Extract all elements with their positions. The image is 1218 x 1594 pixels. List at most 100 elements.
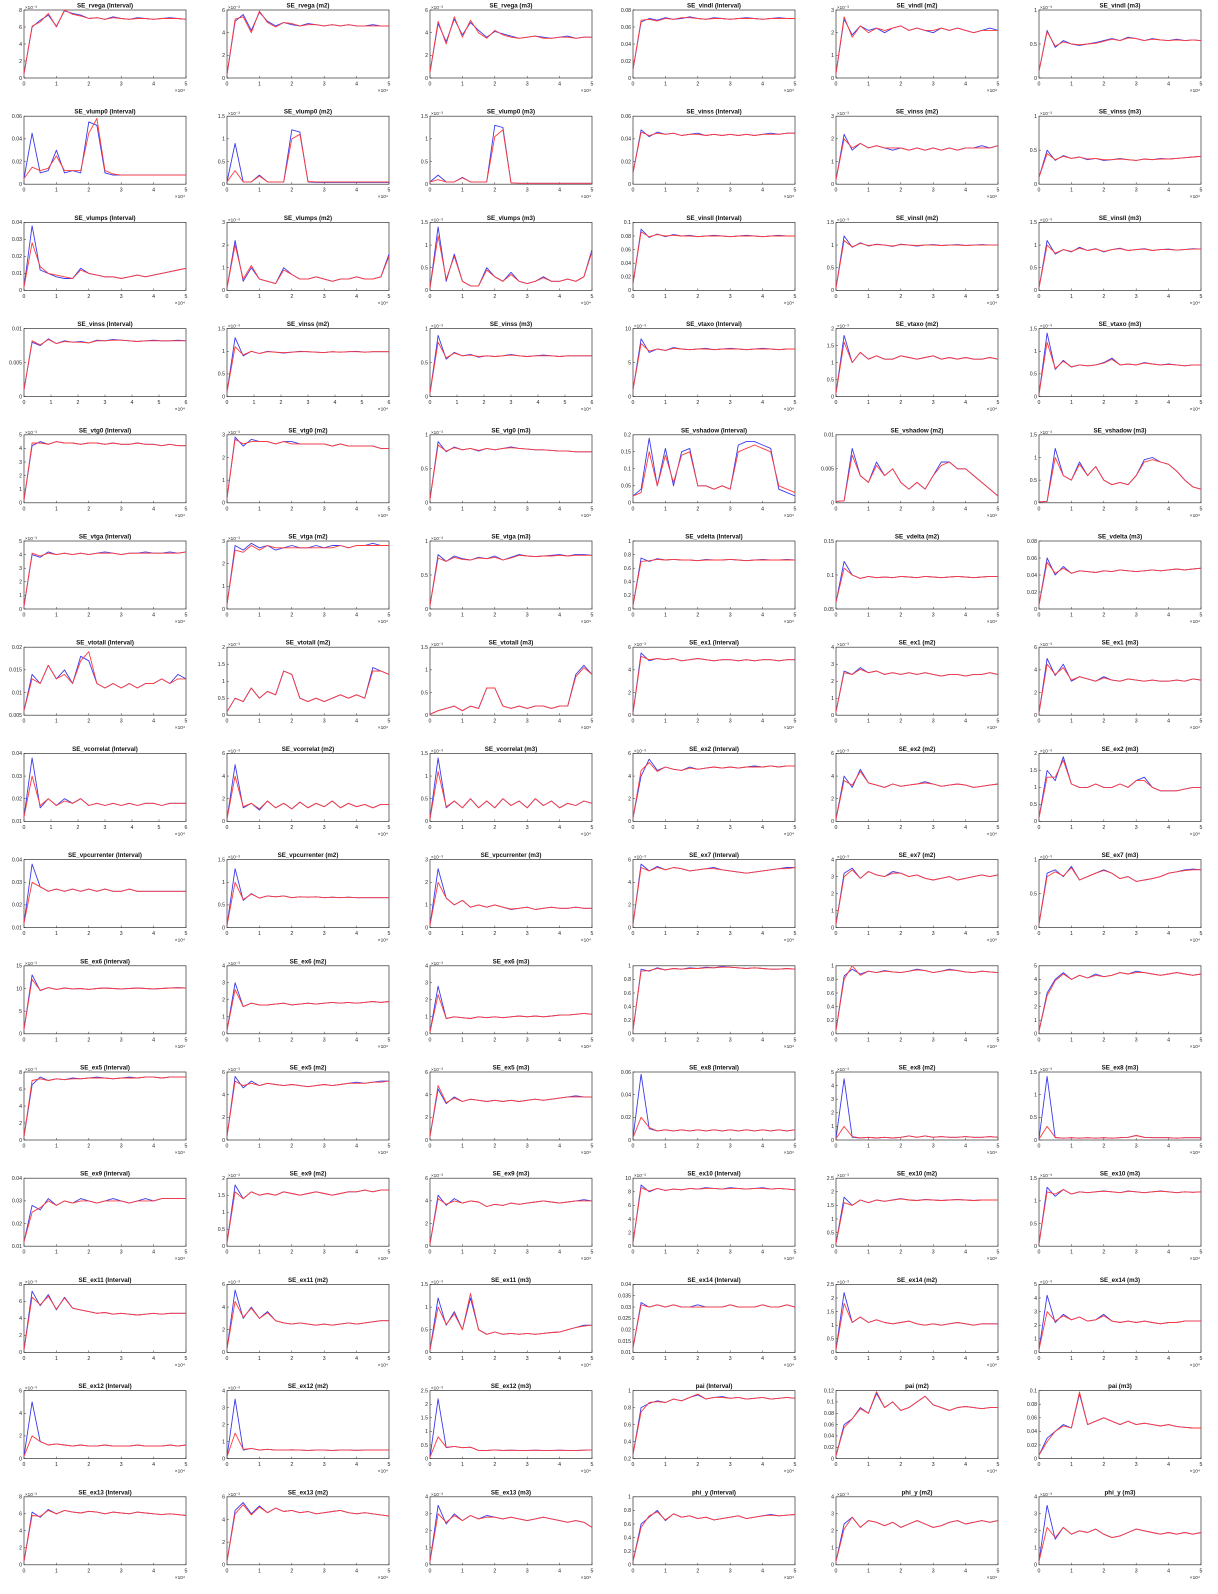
subplot: SE_vshadow (m3) 0 1 2 3 4 5×10⁴ 0 0.5 1 1.5×10⁻³ bbox=[1030, 427, 1203, 519]
y-tick-label: 1.5 bbox=[421, 1282, 428, 1288]
series-line-red bbox=[23, 9, 187, 74]
y-tick-label: 3 bbox=[831, 1512, 834, 1518]
axes-frame bbox=[23, 9, 187, 79]
y-tick-label: 0 bbox=[425, 607, 428, 613]
y-tick-label: 0.02 bbox=[1027, 1443, 1037, 1449]
y-exponent-label: ×10⁻³ bbox=[228, 536, 240, 541]
y-tick-label: 1 bbox=[1034, 1092, 1037, 1098]
axes-frame bbox=[429, 1177, 593, 1247]
x-tick-label: 2 bbox=[696, 294, 699, 300]
x-exponent-label: ×10⁴ bbox=[378, 831, 388, 837]
series-line-red bbox=[1038, 1125, 1201, 1140]
x-exponent-label: ×10⁴ bbox=[1190, 1044, 1200, 1050]
y-tick-label: 10 bbox=[16, 986, 22, 992]
subplot: SE_vpcurrenter (Interval) 0 1 2 3 4 5×10⁴ 0.01 0… bbox=[12, 852, 188, 944]
axes-frame bbox=[23, 434, 187, 504]
x-tick-label: 1 bbox=[867, 825, 870, 831]
x-tick-label: 0 bbox=[835, 188, 838, 194]
chart-title: SE_vinsll (m3) bbox=[1099, 215, 1141, 222]
y-exponent-label: ×10⁻³ bbox=[1040, 748, 1052, 753]
subplot: SE_ex9 (Interval) 0 1 2 3 4 5×10⁴ 0.01 0.02 0.03 0… bbox=[12, 1171, 188, 1263]
x-exponent-label: ×10⁴ bbox=[175, 1469, 185, 1475]
x-tick-label: 4 bbox=[761, 506, 764, 512]
x-tick-label: 1 bbox=[664, 931, 667, 937]
x-tick-label: 5 bbox=[1200, 1144, 1203, 1150]
y-tick-label: 2.5 bbox=[827, 1176, 834, 1182]
x-tick-label: 1 bbox=[258, 1037, 261, 1043]
series-line-red bbox=[1038, 1391, 1201, 1456]
x-tick-label: 5 bbox=[388, 82, 391, 88]
x-tick-label: 1 bbox=[867, 188, 870, 194]
axes-frame bbox=[226, 434, 390, 504]
x-tick-label: 4 bbox=[152, 506, 155, 512]
y-exponent-label: ×10⁻³ bbox=[837, 748, 849, 753]
y-tick-label: 0 bbox=[425, 713, 428, 719]
axes-frame bbox=[429, 1284, 593, 1353]
y-tick-label: 4 bbox=[19, 1104, 22, 1110]
x-tick-label: 5 bbox=[1200, 400, 1203, 406]
y-tick-label: 1.5 bbox=[421, 645, 428, 651]
series-line-red bbox=[23, 775, 186, 817]
y-tick-label: 0.03 bbox=[12, 1199, 22, 1205]
x-tick-label: 1 bbox=[664, 506, 667, 512]
y-tick-label: 1 bbox=[831, 1124, 834, 1130]
y-exponent-label: ×10⁻³ bbox=[431, 642, 443, 647]
x-tick-label: 2 bbox=[290, 1144, 293, 1150]
x-tick-label: 0 bbox=[23, 1144, 26, 1150]
x-tick-label: 1 bbox=[55, 1568, 58, 1574]
x-tick-label: 1 bbox=[55, 719, 58, 725]
y-tick-label: 5 bbox=[19, 1009, 22, 1015]
x-exponent-label: ×10⁴ bbox=[581, 619, 591, 625]
series-line-red bbox=[226, 438, 389, 499]
y-tick-label: 1 bbox=[831, 1217, 834, 1223]
y-tick-label: 2 bbox=[1034, 1529, 1037, 1535]
y-tick-label: 1 bbox=[222, 584, 225, 590]
y-tick-label: 0 bbox=[19, 1138, 22, 1144]
axes-frame bbox=[632, 1284, 796, 1353]
x-tick-label: 1 bbox=[867, 1037, 870, 1043]
axes-frame bbox=[226, 115, 390, 185]
x-tick-label: 2 bbox=[899, 1462, 902, 1468]
chart-title: SE_ex14 (m2) bbox=[897, 1277, 937, 1284]
y-tick-label: 2 bbox=[19, 1546, 22, 1552]
x-tick-label: 5 bbox=[388, 1250, 391, 1256]
y-tick-label: 4 bbox=[1034, 1495, 1037, 1501]
y-tick-label: 0.12 bbox=[824, 1388, 834, 1394]
y-tick-label: 0 bbox=[19, 1456, 22, 1462]
y-tick-label: 4 bbox=[222, 1092, 225, 1098]
subplot: SE_vtaxo (m3) 0 1 2 3 4 5×10⁴ 0 0.5 1 1.5×10⁻³ bbox=[1030, 321, 1203, 413]
axes-frame bbox=[1038, 753, 1202, 822]
x-tick-label: 2 bbox=[696, 188, 699, 194]
y-tick-label: 1 bbox=[831, 159, 834, 165]
x-exponent-label: ×10⁴ bbox=[784, 88, 794, 94]
x-tick-label: 2 bbox=[87, 1462, 90, 1468]
y-tick-label: 3 bbox=[831, 8, 834, 14]
series-line-red bbox=[632, 343, 795, 390]
x-tick-label: 2 bbox=[493, 82, 496, 88]
y-tick-label: 1 bbox=[425, 1546, 428, 1552]
y-tick-label: 2 bbox=[425, 1529, 428, 1535]
x-tick-label: 0 bbox=[226, 1037, 229, 1043]
x-tick-label: 5 bbox=[185, 931, 188, 937]
y-tick-label: 4 bbox=[425, 1199, 428, 1205]
y-tick-label: 0 bbox=[628, 501, 631, 507]
axes-frame bbox=[835, 965, 999, 1035]
x-tick-label: 5 bbox=[185, 506, 188, 512]
x-tick-label: 2 bbox=[696, 400, 699, 406]
x-tick-label: 4 bbox=[558, 613, 561, 619]
x-tick-label: 5 bbox=[388, 1568, 391, 1574]
y-tick-label: 6 bbox=[425, 1176, 428, 1182]
y-tick-label: 0 bbox=[425, 819, 428, 825]
x-tick-label: 0 bbox=[429, 1356, 432, 1362]
y-tick-label: 3 bbox=[222, 1405, 225, 1411]
chart-title: SE_vinss (m3) bbox=[490, 321, 532, 328]
x-tick-label: 0 bbox=[835, 825, 838, 831]
y-tick-label: 3 bbox=[831, 662, 834, 668]
x-tick-label: 3 bbox=[323, 1250, 326, 1256]
x-tick-label: 0 bbox=[429, 719, 432, 725]
x-tick-label: 5 bbox=[794, 1462, 797, 1468]
y-tick-label: 1 bbox=[222, 1439, 225, 1445]
